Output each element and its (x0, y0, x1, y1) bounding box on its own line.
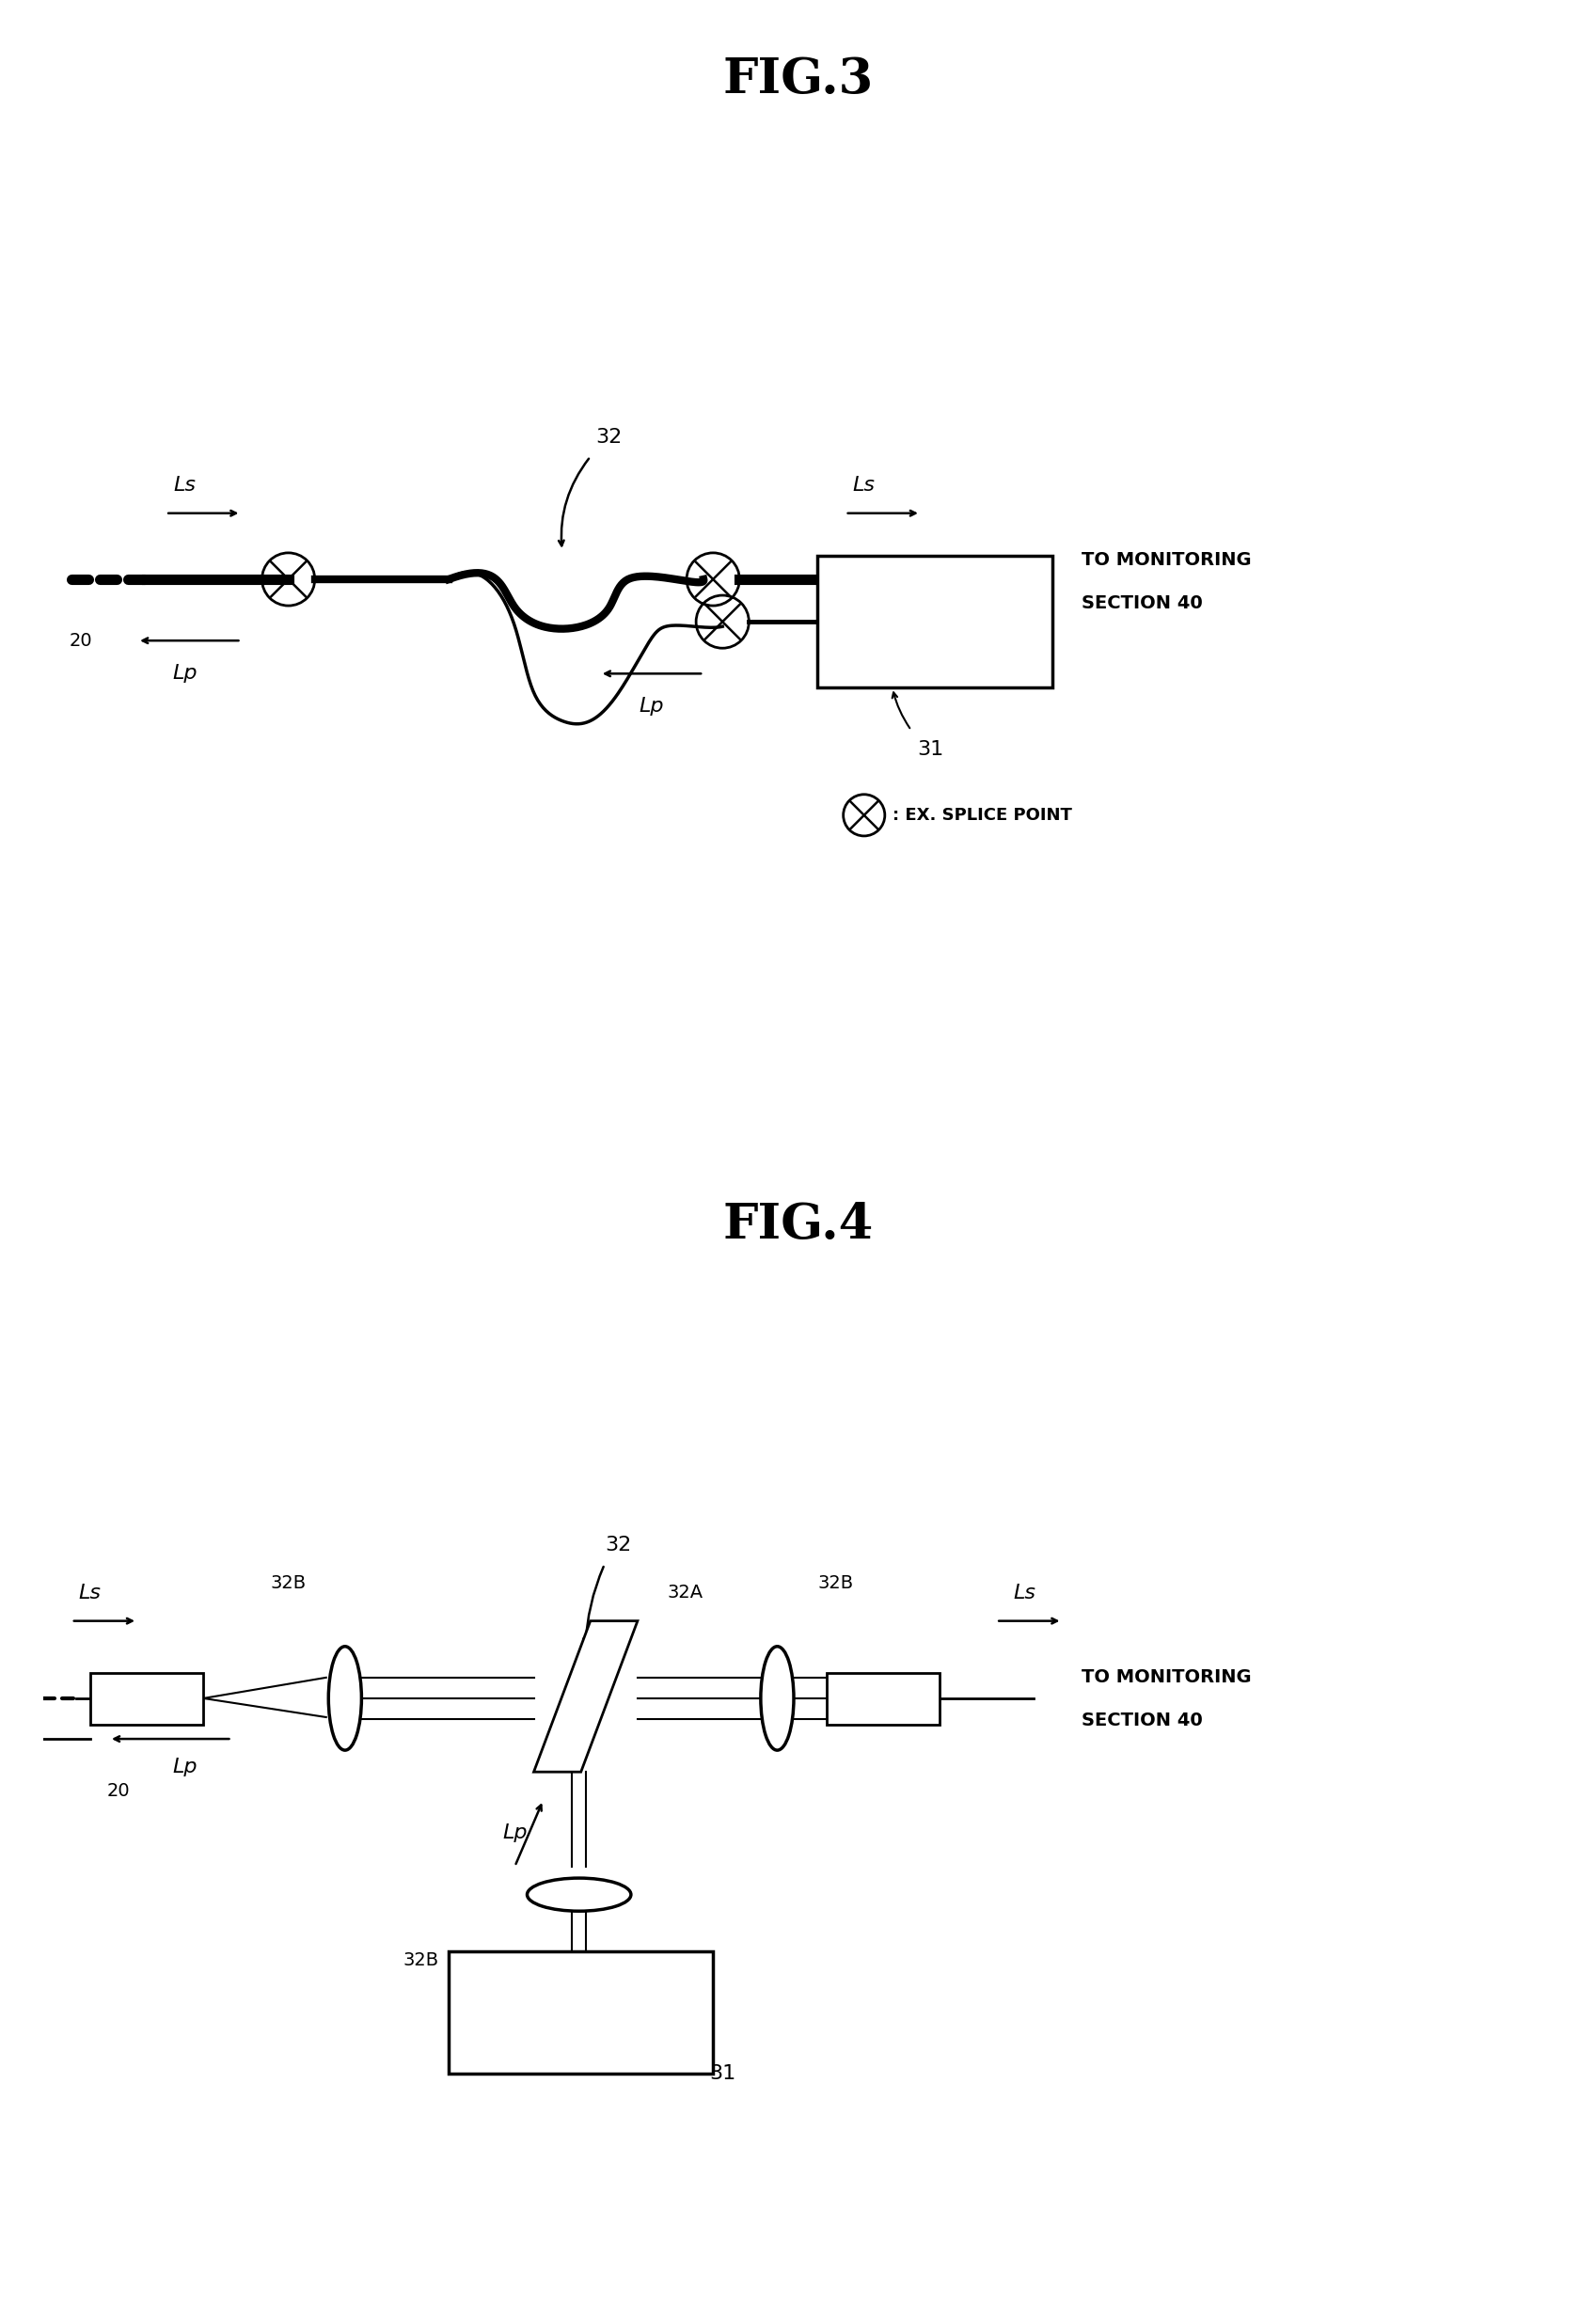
FancyBboxPatch shape (448, 1951, 713, 2074)
Text: Lp: Lp (172, 664, 196, 682)
Ellipse shape (329, 1647, 362, 1751)
FancyBboxPatch shape (827, 1673, 940, 1726)
Text: SECTION 40: SECTION 40 (1080, 1712, 1202, 1728)
Text: PUMPING LIGHT: PUMPING LIGHT (870, 601, 999, 615)
Text: 20: 20 (107, 1781, 131, 1799)
Text: Ls: Ls (78, 1583, 102, 1601)
Text: 32B: 32B (817, 1574, 854, 1592)
Text: 32B: 32B (270, 1574, 306, 1592)
Text: 32A: 32A (667, 1583, 702, 1601)
Text: FIG.4: FIG.4 (723, 1200, 873, 1249)
Text: SECTION 40: SECTION 40 (1080, 594, 1202, 613)
Text: Ls: Ls (174, 475, 196, 495)
Text: 31: 31 (709, 2064, 736, 2083)
Text: 32: 32 (595, 429, 622, 447)
Text: 20: 20 (69, 631, 93, 650)
Text: FIG.3: FIG.3 (723, 55, 873, 104)
Text: Lp: Lp (172, 1758, 196, 1776)
Ellipse shape (761, 1647, 793, 1751)
Text: SOURCE: SOURCE (902, 643, 967, 657)
Text: Ls: Ls (1013, 1583, 1036, 1601)
FancyBboxPatch shape (91, 1673, 203, 1726)
Text: 32: 32 (605, 1537, 632, 1555)
Ellipse shape (527, 1878, 630, 1910)
Text: PUMPING LIGHT: PUMPING LIGHT (517, 1991, 645, 2004)
Text: : EX. SPLICE POINT: : EX. SPLICE POINT (892, 806, 1073, 823)
Text: Lp: Lp (503, 1825, 527, 1843)
Text: TO MONITORING: TO MONITORING (1080, 551, 1251, 569)
Polygon shape (533, 1622, 637, 1772)
Text: TO MONITORING: TO MONITORING (1080, 1668, 1251, 1687)
Text: 31: 31 (916, 740, 943, 758)
FancyBboxPatch shape (817, 555, 1053, 689)
Text: Lp: Lp (640, 698, 664, 717)
Text: SOURCE: SOURCE (547, 2034, 614, 2048)
Text: 32B: 32B (402, 1951, 439, 1970)
Text: Ls: Ls (852, 475, 875, 495)
